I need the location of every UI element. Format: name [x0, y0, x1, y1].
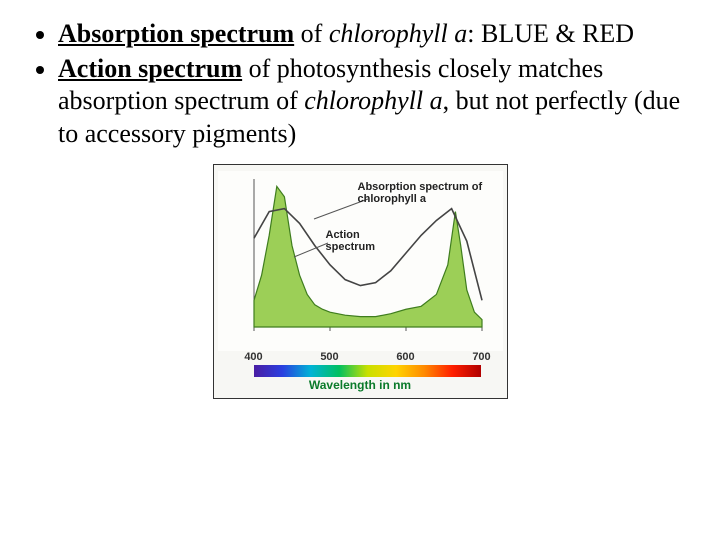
visible-spectrum-bar [254, 365, 481, 377]
x-tick-label: 600 [391, 351, 421, 363]
b2-species: chlorophyll a [304, 86, 442, 115]
spectrum-figure: Absorption spectrum of chlorophyll a Act… [213, 164, 508, 399]
bullet-list: Absorption spectrum of chlorophyll a: BL… [30, 18, 690, 150]
x-tick-label: 400 [239, 351, 269, 363]
x-tick-label: 700 [467, 351, 497, 363]
chart-area: Absorption spectrum of chlorophyll a Act… [218, 171, 503, 351]
bullet-2: Action spectrum of photosynthesis closel… [58, 53, 690, 151]
x-tick-label: 500 [315, 351, 345, 363]
x-ticks: 400500600700 [254, 351, 481, 365]
action-label: Action spectrum [326, 229, 406, 253]
b1-key-term: Absorption spectrum [58, 19, 294, 48]
bullet-1: Absorption spectrum of chlorophyll a: BL… [58, 18, 690, 51]
absorption-label: Absorption spectrum of chlorophyll a [358, 181, 498, 205]
b1-species: chlorophyll a [329, 19, 467, 48]
b2-key-term: Action spectrum [58, 54, 242, 83]
x-axis-title: Wavelength in nm [218, 377, 503, 398]
